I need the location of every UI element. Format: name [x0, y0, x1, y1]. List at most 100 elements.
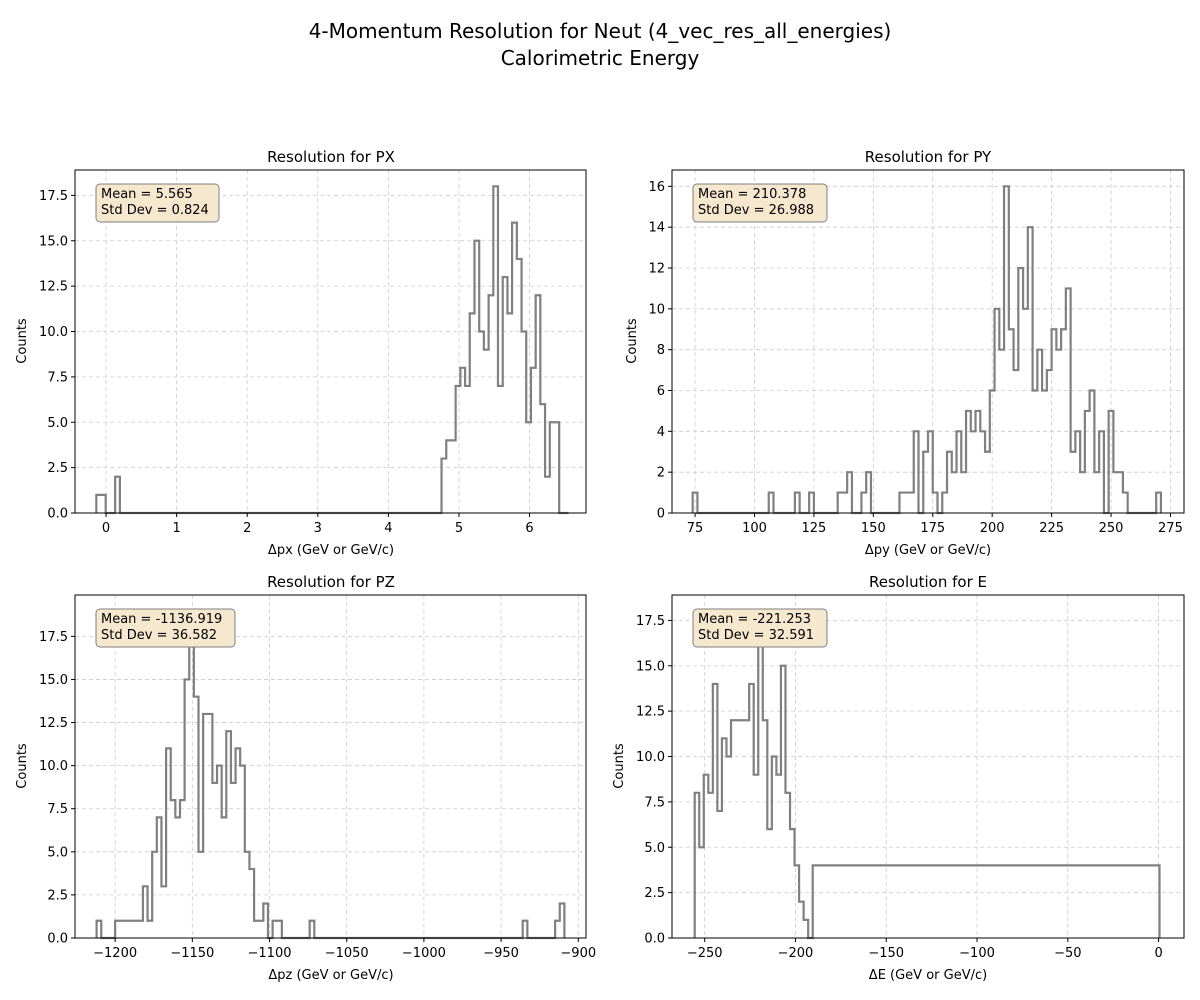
- subplot-px-xtick-label: 6: [525, 521, 533, 536]
- subplot-py-xtick-label: 150: [861, 521, 886, 536]
- subplot-pz-title: Resolution for PZ: [267, 573, 395, 591]
- subplot-pz-std-text: Std Dev = 36.582: [101, 628, 217, 643]
- subplot-e-std-text: Std Dev = 32.591: [698, 628, 814, 643]
- subplot-px-xtick-label: 4: [384, 521, 392, 536]
- subplot-e: Resolution for E ΔE (GeV or GeV/c) Count…: [612, 573, 1185, 983]
- subplot-e-axes-frame: [671, 594, 1185, 939]
- subplot-py-ytick-label: 2: [657, 466, 665, 481]
- subplot-py-stats-box: Mean = 210.378 Std Dev = 26.988: [692, 183, 828, 223]
- subplot-pz-xtick-label: −950: [483, 946, 519, 961]
- subplot-px-ytick-label: 5.0: [47, 416, 68, 431]
- subplot-e-ytick-label: 7.5: [644, 795, 665, 810]
- subplot-py-axes-frame: [671, 169, 1185, 514]
- subplot-e-ytick-label: 12.5: [636, 705, 665, 720]
- subplot-pz-xlabel: Δpz (GeV or GeV/c): [268, 968, 393, 983]
- subplot-px-ytick-label: 17.5: [39, 189, 68, 204]
- subplot-pz-stats-box: Mean = -1136.919 Std Dev = 36.582: [95, 608, 236, 648]
- subplot-e-ytick-label: 10.0: [636, 750, 665, 765]
- subplot-px-std-text: Std Dev = 0.824: [101, 203, 209, 218]
- subplot-e-xtick-label: −50: [1054, 946, 1081, 961]
- subplot-py-std-text: Std Dev = 26.988: [698, 203, 814, 218]
- subplot-py-ytick-label: 16: [648, 180, 665, 195]
- subplot-pz-mean-text: Mean = -1136.919: [101, 612, 222, 627]
- subplot-pz-xtick-label: −1100: [248, 946, 292, 961]
- subplot-px-histogram: [95, 185, 569, 515]
- subplot-px-xtick-label: 1: [172, 521, 180, 536]
- subplot-e-stats-box: Mean = -221.253 Std Dev = 32.591: [692, 608, 828, 648]
- subplot-py-title: Resolution for PY: [865, 148, 992, 166]
- subplot-py-ytick-label: 4: [657, 425, 665, 440]
- subplot-py-mean-text: Mean = 210.378: [698, 187, 806, 202]
- subplot-py-ytick-label: 12: [648, 262, 665, 277]
- subplot-px-xtick-label: 3: [314, 521, 322, 536]
- subplot-e-xtick-label: −250: [687, 946, 723, 961]
- subplot-px-ytick-label: 2.5: [47, 461, 68, 476]
- subplot-e-plot-area: −250 −200 −150 −100 −50 0 0.0 2.5 5.0 7.5 10.0 12.5…: [636, 594, 1185, 961]
- figure-title-line1: 4-Momentum Resolution for Neut (4_vec_re…: [309, 19, 892, 43]
- subplot-pz-ytick-label: 10.0: [39, 759, 68, 774]
- subplot-e-ylabel: Counts: [612, 743, 627, 789]
- subplot-py-xtick-label: 225: [1039, 521, 1064, 536]
- subplot-px-stats-box: Mean = 5.565 Std Dev = 0.824: [95, 183, 220, 223]
- subplot-py-xlabel: Δpy (GeV or GeV/c): [865, 543, 991, 558]
- subplot-pz-ytick-label: 7.5: [47, 802, 68, 817]
- subplot-px-xtick-label: 5: [455, 521, 463, 536]
- subplot-pz-xtick-label: −900: [560, 946, 596, 961]
- subplot-px-ytick-label: 12.5: [39, 280, 68, 295]
- subplot-pz-xtick-label: −1050: [325, 946, 369, 961]
- subplot-e-xtick-label: −150: [868, 946, 904, 961]
- subplot-py-xtick-label: 75: [687, 521, 704, 536]
- subplot-e-ytick-label: 15.0: [636, 659, 665, 674]
- subplot-px: Resolution for PX Δpx (GeV or GeV/c) Cou…: [15, 148, 587, 558]
- subplot-e-ytick-label: 17.5: [636, 614, 665, 629]
- subplot-px-ytick-label: 10.0: [39, 325, 68, 340]
- subplot-py-ylabel: Counts: [625, 318, 640, 364]
- subplot-pz-xtick-label: −1200: [93, 946, 137, 961]
- subplot-pz-plot-area: −1200 −1150 −1100 −1050 −1000 −950 −900 0.0 2.5 5…: [39, 594, 596, 961]
- subplot-e-ytick-label: 0.0: [644, 932, 665, 947]
- subplot-pz-xtick-label: −1150: [170, 946, 214, 961]
- subplot-pz-ytick-label: 12.5: [39, 716, 68, 731]
- subplot-py-xtick-label: 275: [1158, 521, 1183, 536]
- subplot-pz-ytick-label: 17.5: [39, 630, 68, 645]
- subplot-e-histogram: [693, 610, 1161, 940]
- subplot-px-ytick-label: 0.0: [47, 507, 68, 522]
- figure-title-line2: Calorimetric Energy: [501, 46, 700, 70]
- subplot-pz-ytick-label: 2.5: [47, 888, 68, 903]
- subplot-pz-ytick-label: 15.0: [39, 673, 68, 688]
- subplot-pz-xtick-label: −1000: [402, 946, 446, 961]
- subplot-e-title: Resolution for E: [869, 573, 987, 591]
- subplot-pz-axes-frame: [74, 594, 587, 939]
- subplot-py-ytick-label: 14: [648, 221, 665, 236]
- subplot-pz-ytick-label: 0.0: [47, 932, 68, 947]
- subplot-px-ytick-label: 7.5: [47, 370, 68, 385]
- subplot-py-histogram: [691, 185, 1163, 515]
- subplot-e-xtick-label: −100: [959, 946, 995, 961]
- subplot-px-axes-frame: [74, 169, 587, 514]
- subplot-py-xtick-label: 175: [920, 521, 945, 536]
- subplot-py-ytick-label: 10: [648, 302, 665, 317]
- subplot-px-title: Resolution for PX: [267, 148, 395, 166]
- subplot-pz-ytick-label: 5.0: [47, 845, 68, 860]
- subplot-pz: Resolution for PZ Δpz (GeV or GeV/c) Cou…: [15, 573, 596, 983]
- subplot-e-xtick-label: 0: [1154, 946, 1162, 961]
- subplot-px-ylabel: Counts: [15, 318, 30, 364]
- subplot-e-xtick-label: −200: [778, 946, 814, 961]
- subplot-py-ytick-label: 6: [657, 384, 665, 399]
- subplot-px-mean-text: Mean = 5.565: [101, 187, 193, 202]
- subplot-px-xlabel: Δpx (GeV or GeV/c): [268, 543, 394, 558]
- subplot-pz-ylabel: Counts: [15, 743, 30, 789]
- subplot-py-ytick-label: 0: [657, 507, 665, 522]
- subplot-py-xtick-label: 125: [801, 521, 826, 536]
- subplot-e-xlabel: ΔE (GeV or GeV/c): [869, 968, 987, 983]
- subplot-py-ytick-label: 8: [657, 343, 665, 358]
- subplot-py-xtick-label: 100: [742, 521, 767, 536]
- subplot-e-ytick-label: 2.5: [644, 886, 665, 901]
- subplot-py: Resolution for PY Δpy (GeV or GeV/c) Cou…: [625, 148, 1185, 558]
- subplot-py-plot-area: 75 100 125 150 175 200 225 250 275 0 2 4 6 8 10 12 14 16: [648, 169, 1185, 536]
- subplot-py-xtick-label: 250: [1099, 521, 1124, 536]
- subplot-e-ytick-label: 5.0: [644, 841, 665, 856]
- subplot-py-xtick-label: 200: [980, 521, 1005, 536]
- subplot-px-xtick-label: 2: [243, 521, 251, 536]
